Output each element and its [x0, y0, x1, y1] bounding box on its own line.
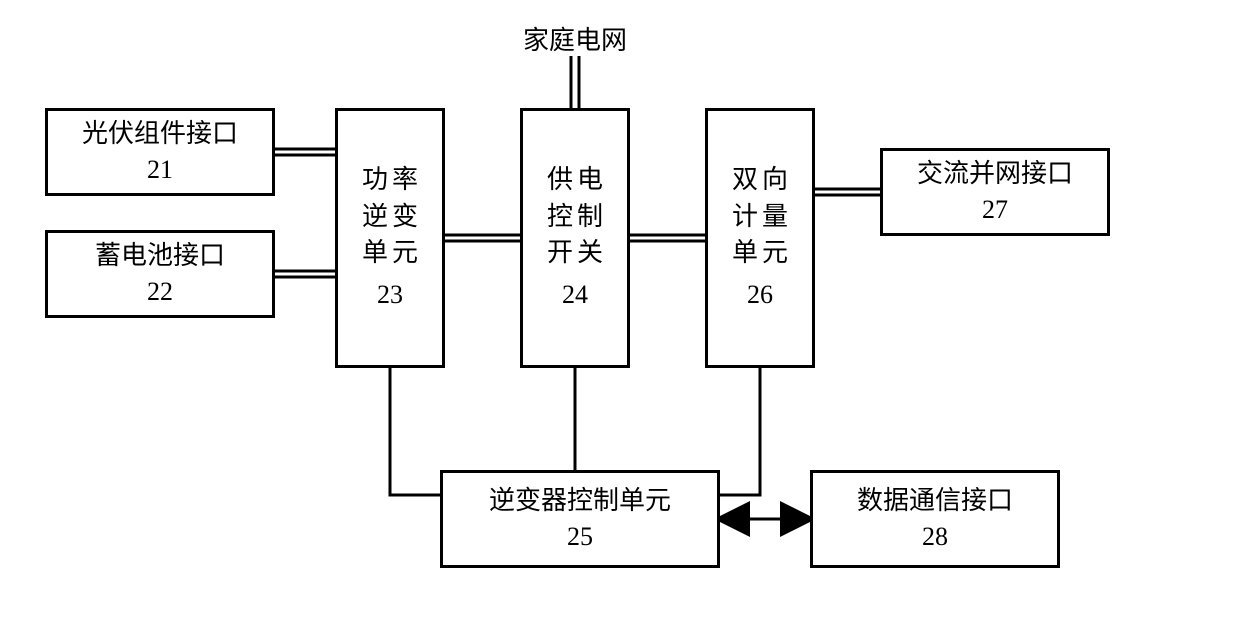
node-char: 元: [762, 235, 788, 271]
node-char: 逆: [362, 199, 388, 235]
node-char: 计: [732, 199, 758, 235]
node-28-data-comm-interface: 数据通信接口 28: [810, 470, 1060, 568]
node-number: 22: [147, 274, 173, 310]
node-char: 单: [362, 235, 388, 271]
node-label: 光伏组件接口: [82, 116, 238, 152]
node-char: 元: [392, 235, 418, 271]
node-char: 双: [732, 162, 758, 198]
top-label-text: 家庭电网: [523, 26, 627, 55]
diagram-canvas: 家庭电网 光伏组件接口 21 蓄电池接口 22 功 逆 单 率 变 元 23: [0, 0, 1240, 618]
node-char: 控: [547, 199, 573, 235]
node-number: 21: [147, 152, 173, 188]
node-label: 交流并网接口: [917, 156, 1073, 192]
node-char: 变: [392, 199, 418, 235]
node-24-power-control-switch: 供 控 开 电 制 关 24: [520, 108, 630, 368]
node-25-inverter-control-unit: 逆变器控制单元 25: [440, 470, 720, 568]
node-char: 率: [392, 162, 418, 198]
node-26-bidir-meter-unit: 双 计 单 向 量 元 26: [705, 108, 815, 368]
node-char: 供: [547, 162, 573, 198]
node-number: 27: [982, 192, 1008, 228]
node-23-power-inverter-unit: 功 逆 单 率 变 元 23: [335, 108, 445, 368]
node-number: 28: [922, 519, 948, 555]
node-21-pv-interface: 光伏组件接口 21: [45, 108, 275, 196]
node-char: 功: [362, 162, 388, 198]
node-number: 25: [567, 519, 593, 555]
node-char: 开: [547, 235, 573, 271]
node-22-battery-interface: 蓄电池接口 22: [45, 230, 275, 318]
node-label: 蓄电池接口: [95, 238, 225, 274]
node-char: 电: [577, 162, 603, 198]
node-number: 26: [747, 277, 773, 313]
node-label: 逆变器控制单元: [489, 483, 671, 519]
node-label: 数据通信接口: [857, 483, 1013, 519]
node-number: 24: [562, 277, 588, 313]
node-char: 制: [577, 199, 603, 235]
node-char: 向: [762, 162, 788, 198]
node-char: 量: [762, 199, 788, 235]
node-char: 关: [577, 235, 603, 271]
node-27-ac-grid-interface: 交流并网接口 27: [880, 148, 1110, 236]
node-char: 单: [732, 235, 758, 271]
node-number: 23: [377, 277, 403, 313]
top-label-home-grid: 家庭电网: [500, 20, 650, 57]
